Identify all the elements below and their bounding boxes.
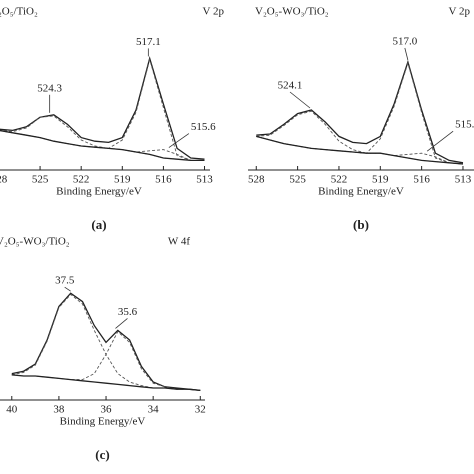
panel-title: V₂O₅-WO₃/TiO₂ (0, 236, 70, 248)
peak-label: 524.3 (37, 82, 62, 94)
peak-label: 517.1 (136, 36, 161, 48)
x-tick-label: 522 (73, 174, 90, 186)
peak-leader (115, 318, 128, 329)
x-tick-label: 522 (331, 174, 348, 186)
panel-caption: (b) (353, 217, 369, 232)
peak-label: 37.5 (55, 275, 75, 287)
peak-label: 515.6 (191, 121, 216, 133)
x-tick-label: 516 (413, 174, 430, 186)
spectrum-line (11, 292, 201, 392)
x-tick-label: 513 (196, 174, 213, 186)
x-tick-label: 38 (53, 404, 65, 416)
peak-label: 515.6 (455, 119, 474, 131)
peak-leader (64, 286, 71, 292)
peak-label: 524.1 (278, 80, 303, 92)
x-tick-label: 34 (148, 404, 160, 416)
x-tick-label: 519 (114, 174, 131, 186)
panel-caption: (a) (91, 217, 106, 232)
peak-label: 35.6 (118, 306, 138, 318)
x-tick-label: 528 (248, 174, 265, 186)
spectrum-line (11, 374, 201, 392)
fit-component (256, 61, 464, 165)
x-tick-label: 516 (155, 174, 172, 186)
panel-subtitle: W 4f (168, 236, 190, 248)
x-tick-label: 40 (6, 404, 18, 416)
x-tick-label: 36 (101, 404, 113, 416)
x-tick-label: 513 (455, 174, 472, 186)
x-axis-label: Binding Energy/eV (56, 186, 142, 198)
panel-title: V₂O₅/TiO₂ (0, 6, 38, 18)
x-axis-label: Binding Energy/eV (318, 186, 404, 198)
spectrum-line (256, 135, 464, 165)
peak-leader (404, 47, 409, 61)
x-axis-label: Binding Energy/eV (60, 416, 146, 428)
panel-subtitle: V 2p (449, 6, 471, 18)
spectrum-line (256, 59, 464, 164)
panel-title: V₂O₅-WO₃/TiO₂ (255, 6, 329, 18)
fit-component (11, 330, 201, 391)
x-tick-label: 525 (289, 174, 306, 186)
fit-component (0, 57, 205, 161)
x-tick-label: 32 (195, 404, 206, 416)
x-tick-label: 528 (0, 174, 8, 186)
peak-leader (289, 91, 311, 109)
peak-leader (426, 130, 454, 152)
panel-subtitle: V 2p (203, 6, 225, 18)
spectrum-line (0, 56, 205, 160)
x-tick-label: 525 (32, 174, 49, 186)
x-tick-label: 519 (372, 174, 389, 186)
peak-leader (168, 133, 190, 148)
peak-label: 517.0 (392, 36, 417, 48)
panel-caption: (c) (95, 447, 109, 462)
spectrum-line (0, 129, 205, 162)
